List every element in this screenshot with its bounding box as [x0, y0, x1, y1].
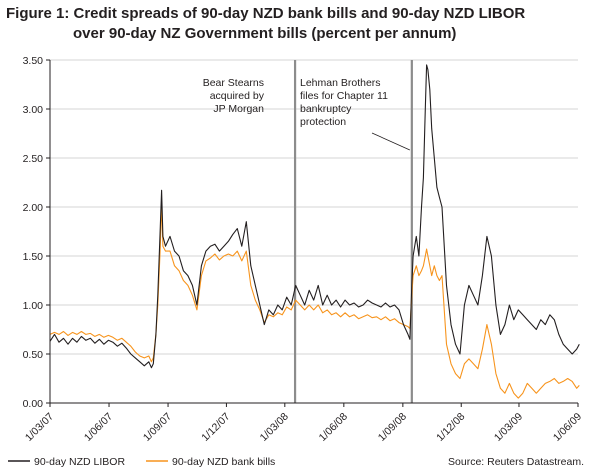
axis-layer: [49, 60, 578, 404]
x-tick-label: 1/12/08: [434, 411, 467, 444]
x-tick-label: 1/03/09: [492, 411, 525, 444]
legend-label-libor: 90-day NZD LIBOR: [34, 456, 125, 468]
y-tick-label: 3.00: [23, 104, 44, 116]
libor-series-line: [49, 64, 580, 369]
y-tick-label: 1.00: [23, 300, 44, 312]
series-layer: [49, 64, 580, 399]
y-tick-label: 2.50: [23, 153, 44, 165]
x-tick-label: 1/12/07: [199, 411, 232, 444]
x-tick-label: 1/06/08: [317, 411, 350, 444]
bankbills-series-line: [49, 201, 580, 399]
y-tick-label: 0.00: [23, 398, 44, 410]
x-tick-label: 1/03/07: [23, 411, 56, 444]
annotation-text: files for Chapter 11: [300, 90, 388, 102]
y-tick-label: 0.50: [23, 349, 44, 361]
x-tick-label: 1/06/07: [82, 411, 115, 444]
x-tick-label: 1/03/08: [258, 411, 291, 444]
legend: 90-day NZD LIBOR 90-day NZD bank bills Sou…: [8, 456, 584, 468]
y-tick-label: 2.00: [23, 202, 44, 214]
annotation-text: Lehman Brothers: [300, 77, 381, 89]
legend-label-bankbills: 90-day NZD bank bills: [172, 456, 275, 468]
annotation-text: bankruptcy: [300, 103, 352, 115]
annotation-text: protection: [300, 116, 346, 128]
y-axis-ticks: 0.00 0.50 1.00 1.50 2.00 2.50 3.00 3.50: [23, 55, 50, 410]
annotation-text: acquired by: [210, 90, 265, 102]
source-note: Source: Reuters Datastream.: [448, 456, 584, 468]
y-tick-label: 3.50: [23, 55, 44, 67]
x-tick-label: 1/06/09: [551, 411, 584, 444]
figure-title-line-2: over 90-day NZ Government bills (percent…: [73, 25, 457, 42]
annotation-pointer: [371, 132, 411, 151]
figure-title-line-1: Figure 1: Credit spreads of 90-day NZD b…: [6, 5, 526, 22]
x-tick-label: 1/09/07: [141, 411, 174, 444]
figure-title: Figure 1: Credit spreads of 90-day NZD b…: [6, 4, 586, 44]
x-axis-ticks: 1/03/07 1/06/07 1/09/07 1/12/07 1/03/08 1/06/…: [23, 403, 584, 444]
x-tick-label: 1/09/08: [376, 411, 409, 444]
y-tick-label: 1.50: [23, 251, 44, 263]
annotation-text: Bear Stearns: [203, 77, 264, 89]
annotation-text: JP Morgan: [213, 103, 264, 115]
